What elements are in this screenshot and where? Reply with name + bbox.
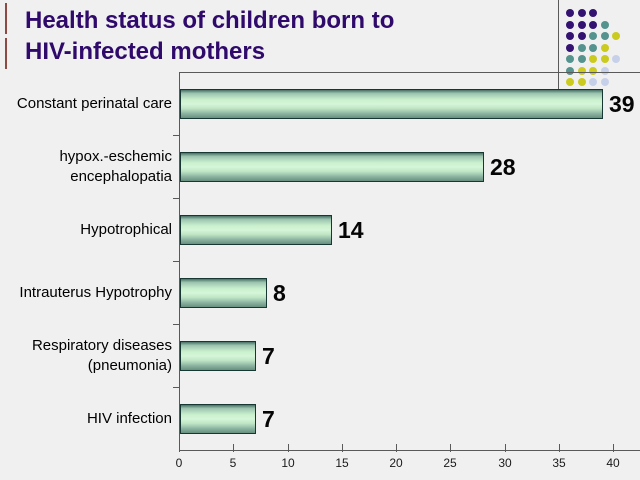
x-axis-tick xyxy=(559,444,560,452)
decorative-dot xyxy=(566,9,574,17)
decorative-dot xyxy=(589,20,597,29)
slide-title: Health status of children born to HIV-inf… xyxy=(25,5,394,67)
category-label-line: Hypotrophical xyxy=(80,220,172,238)
decorative-dot xyxy=(577,9,586,17)
decorative-dot xyxy=(566,43,574,52)
value-label: 7 xyxy=(262,342,275,369)
decorative-dot xyxy=(566,55,574,63)
decorative-vertical-line xyxy=(558,0,559,90)
decorative-dot xyxy=(566,20,574,29)
x-axis-tick xyxy=(288,444,289,452)
value-label: 28 xyxy=(490,153,516,180)
x-axis-tick-label: 30 xyxy=(498,456,512,470)
decorative-dot xyxy=(566,78,574,86)
decorative-dot xyxy=(600,32,609,40)
title-accent-bar xyxy=(5,3,7,34)
x-axis-tick-label: 20 xyxy=(389,456,403,470)
bar xyxy=(180,341,256,371)
decorative-dot xyxy=(589,66,597,75)
x-axis-tick xyxy=(396,444,397,452)
x-axis-tick xyxy=(233,444,234,452)
title-line-1: Health status of children born to xyxy=(25,7,395,34)
bar xyxy=(180,152,484,182)
decorative-dot xyxy=(577,78,586,86)
decorative-dot xyxy=(577,20,586,29)
category-label: HIV infection xyxy=(0,387,172,450)
x-axis-tick-label: 40 xyxy=(606,456,620,470)
plot-top-border xyxy=(179,72,640,73)
category-label-line: encephalopatia xyxy=(70,167,172,185)
title-accent-bar xyxy=(5,38,7,69)
decorative-dot xyxy=(589,78,597,86)
category-label-line: (pneumonia) xyxy=(87,356,172,374)
category-label-line: HIV infection xyxy=(86,409,172,427)
y-axis-tick xyxy=(173,261,180,262)
bar xyxy=(180,215,332,245)
x-axis-tick xyxy=(505,444,506,452)
decorative-dot xyxy=(577,66,586,75)
decorative-dot xyxy=(600,55,609,63)
y-axis-tick xyxy=(173,135,180,136)
decorative-dot xyxy=(577,43,586,52)
x-axis-tick xyxy=(179,444,180,452)
decorative-dot xyxy=(566,66,574,75)
decorative-dot xyxy=(600,43,609,52)
decorative-dot xyxy=(589,9,597,17)
decorative-dot xyxy=(600,78,609,86)
value-label: 8 xyxy=(273,279,286,306)
y-axis-tick xyxy=(173,198,180,199)
decorative-dot xyxy=(589,43,597,52)
value-label: 7 xyxy=(262,405,275,432)
title-line-2: HIV-infected mothers xyxy=(25,38,266,65)
x-axis-tick-label: 25 xyxy=(443,456,457,470)
bar xyxy=(180,278,267,308)
value-label: 14 xyxy=(338,216,364,243)
bar xyxy=(180,89,603,119)
bar xyxy=(180,404,256,434)
x-axis-tick-label: 10 xyxy=(281,456,295,470)
x-axis-tick xyxy=(613,444,614,452)
decorative-dot xyxy=(589,55,597,63)
x-axis-tick-label: 5 xyxy=(229,456,237,470)
y-axis-tick xyxy=(173,324,180,325)
decorative-dot xyxy=(600,66,609,75)
category-label: Intrauterus Hypotrophy xyxy=(0,261,172,324)
category-label-line: Intrauterus Hypotrophy xyxy=(19,283,172,301)
x-axis-tick-label: 15 xyxy=(335,456,349,470)
category-label-line: Constant perinatal care xyxy=(16,94,172,112)
x-axis-tick xyxy=(342,444,343,452)
decorative-dot xyxy=(566,32,574,40)
decorative-dot xyxy=(612,32,620,40)
category-label-line: hypox.-eschemic xyxy=(59,147,172,165)
decorative-dot xyxy=(600,20,609,29)
decorative-dot xyxy=(612,55,620,63)
category-label: Constant perinatal care xyxy=(0,72,172,135)
decorative-dot xyxy=(577,55,586,63)
decorative-dot xyxy=(577,32,586,40)
category-label: Respiratory diseases (pneumonia) xyxy=(0,324,172,387)
category-label-line: Respiratory diseases xyxy=(31,336,172,354)
x-axis-tick xyxy=(450,444,451,452)
decorative-dot xyxy=(589,32,597,40)
x-axis-tick-label: 0 xyxy=(175,456,183,470)
x-axis-tick-label: 35 xyxy=(552,456,566,470)
x-axis-line xyxy=(179,450,640,451)
value-label: 39 xyxy=(609,90,635,117)
y-axis-tick xyxy=(173,387,180,388)
category-label: Hypotrophical xyxy=(0,198,172,261)
category-label: hypox.-eschemic encephalopatia xyxy=(0,135,172,198)
